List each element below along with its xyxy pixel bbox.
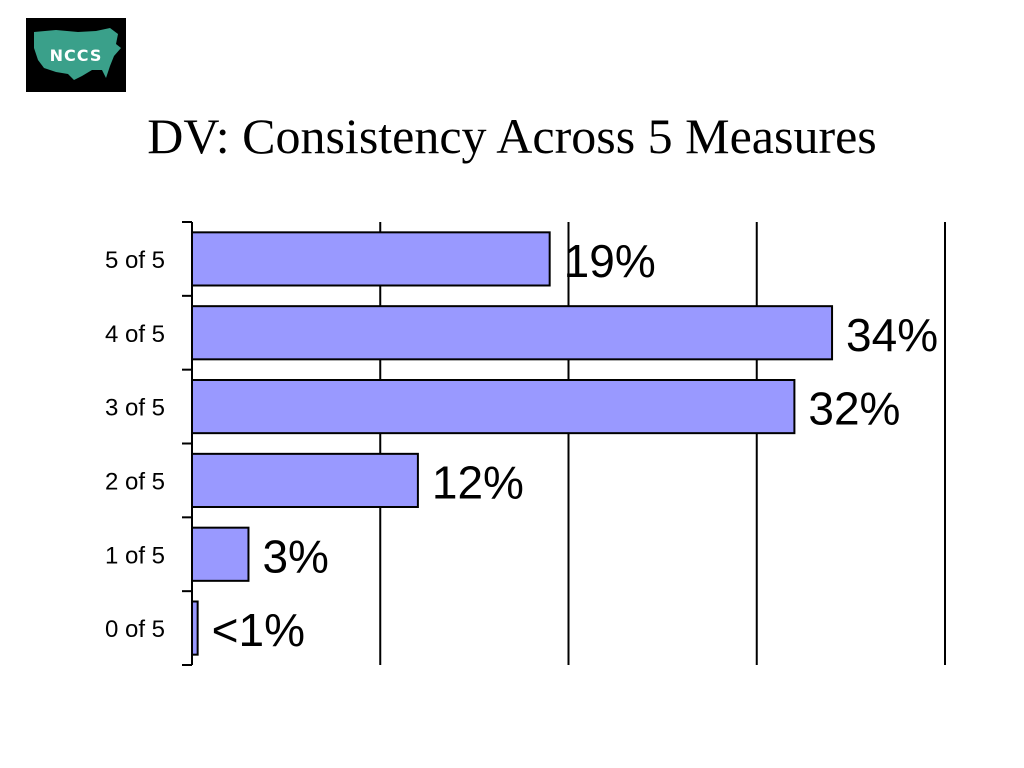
category-label: 2 of 5 (105, 468, 165, 495)
bars (191, 231, 834, 656)
bar (191, 231, 551, 287)
data-label: 12% (432, 456, 524, 508)
gridlines (379, 222, 946, 665)
bar (191, 379, 796, 435)
category-label: 0 of 5 (105, 616, 165, 643)
category-label: 3 of 5 (105, 395, 165, 422)
page-title: DV: Consistency Across 5 Measures (147, 108, 877, 164)
bar (191, 526, 250, 582)
logo-text: NCCS (50, 46, 103, 65)
data-label: 32% (808, 383, 900, 435)
nccs-logo: NCCS (26, 18, 126, 92)
category-label: 4 of 5 (105, 321, 165, 348)
data-label: 3% (262, 530, 328, 582)
logo-map-shape (34, 28, 121, 80)
bar (191, 452, 419, 508)
category-label: 1 of 5 (105, 542, 165, 569)
category-label: 5 of 5 (105, 247, 165, 274)
data-label: 19% (564, 235, 656, 287)
data-label: <1% (212, 604, 305, 656)
bar (191, 305, 834, 361)
data-label: 34% (846, 309, 938, 361)
y-axis (182, 221, 193, 666)
us-map-icon: NCCS (34, 28, 121, 80)
labels: 5 of 5 19% 4 of 5 34% 3 of 5 32% 2 of 5 12% 1 of… (105, 235, 938, 656)
